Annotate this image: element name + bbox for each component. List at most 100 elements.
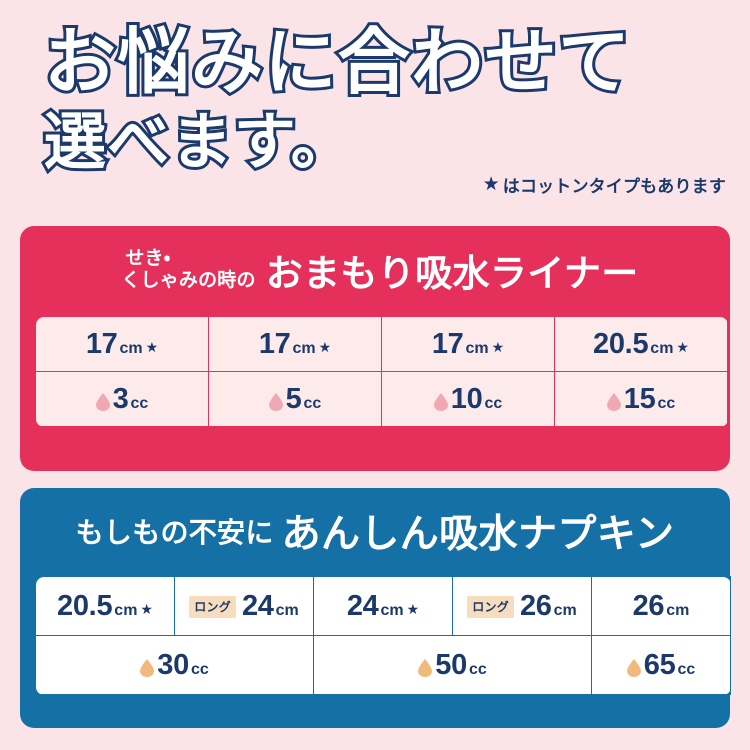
napkin-size-cell: 24 cm ★ xyxy=(313,576,453,636)
liner-size-cell: 17 cm ★ xyxy=(35,316,209,372)
size-value-group: 17 cm ★ xyxy=(259,328,331,361)
water-drop-icon xyxy=(433,392,448,411)
liner-size-cell: 17 cm ★ xyxy=(208,316,382,372)
napkin-card-heading: もしもの不安に あんしん吸水ナプキン xyxy=(20,488,730,574)
size-value-group: 20.5 cm ★ xyxy=(593,328,689,361)
capacity-unit: cc xyxy=(190,660,209,678)
capacity-number: 10 xyxy=(450,382,483,415)
capacity-number: 15 xyxy=(623,382,656,415)
page-header: お悩みに合わせて 選べます。 ★ はコットンタイプもあります xyxy=(0,0,750,212)
size-number: 17 xyxy=(431,327,464,360)
water-drop-icon xyxy=(626,658,641,677)
size-number: 20.5 xyxy=(593,327,649,360)
capacity-unit: cc xyxy=(130,394,149,412)
napkin-capacity-cell: 30 cc xyxy=(35,635,314,695)
capacity-value-group: 65 cc xyxy=(626,648,696,682)
liner-capacity-cell: 10 cc xyxy=(381,371,555,427)
capacity-unit: cc xyxy=(303,394,322,412)
napkin-size-cell: 20.5 cm ★ xyxy=(35,576,175,636)
capacity-value-group: 10 cc xyxy=(433,382,503,416)
napkin-size-row: 20.5 cm ★ ロング 24 cm 24 cm ★ xyxy=(35,576,731,636)
size-value-group: 17 cm ★ xyxy=(432,328,504,361)
size-unit: cm xyxy=(553,601,577,619)
cotton-type-note: ★ はコットンタイプもあります xyxy=(483,172,726,197)
star-icon: ★ xyxy=(318,338,332,355)
star-icon: ★ xyxy=(140,600,153,617)
size-unit: cm xyxy=(292,339,316,357)
size-unit: cm xyxy=(114,601,138,619)
capacity-number: 5 xyxy=(285,382,302,415)
napkin-size-cell: ロング 26 cm xyxy=(452,576,592,636)
napkin-heading-small: もしもの不安に xyxy=(75,517,274,548)
liner-heading-main: おまもり吸水ライナー xyxy=(265,253,639,294)
page-title-line-1: お悩みに合わせて xyxy=(41,20,633,106)
capacity-unit: cc xyxy=(484,394,503,412)
liner-spec-table: 17 cm ★ 17 cm ★ 17 cm ★ xyxy=(35,316,728,427)
size-number: 17 xyxy=(85,327,118,360)
capacity-value-group: 30 cc xyxy=(140,648,209,682)
capacity-unit: cc xyxy=(468,660,487,678)
water-drop-icon xyxy=(95,392,110,411)
liner-size-cell: 20.5 cm ★ xyxy=(554,316,728,372)
star-icon: ★ xyxy=(482,174,500,195)
star-icon: ★ xyxy=(491,338,505,355)
star-icon: ★ xyxy=(406,600,420,617)
liner-size-cell: 17 cm ★ xyxy=(381,316,555,372)
capacity-number: 3 xyxy=(112,382,129,415)
liner-heading-small-line1: せき・ xyxy=(125,248,171,269)
liner-capacity-cell: 3 cc xyxy=(35,371,209,427)
product-card-napkin: もしもの不安に あんしん吸水ナプキン 20.5 cm ★ ロング 24 cm xyxy=(20,488,731,728)
water-drop-icon xyxy=(606,392,621,411)
napkin-capacity-cell: 65 cc xyxy=(591,635,731,695)
size-value-group: 20.5 cm ★ xyxy=(57,590,153,623)
page-title-line-2: 選べます。 xyxy=(41,105,356,180)
capacity-value-group: 15 cc xyxy=(606,382,676,416)
water-drop-icon xyxy=(140,658,155,677)
napkin-size-cell: ロング 24 cm xyxy=(174,576,314,636)
cotton-type-note-text: はコットンタイプもあります xyxy=(502,177,726,196)
size-value-group: ロング 26 cm xyxy=(467,590,577,623)
capacity-unit: cc xyxy=(657,394,676,412)
size-number: 24 xyxy=(346,589,379,622)
long-badge: ロング xyxy=(189,595,236,618)
size-number: 17 xyxy=(258,327,291,360)
size-number: 24 xyxy=(241,589,274,622)
liner-capacity-row: 3 cc 5 cc 10 cc xyxy=(35,371,728,427)
capacity-number: 50 xyxy=(435,648,467,681)
napkin-size-cell: 26 cm xyxy=(591,576,731,636)
water-drop-icon xyxy=(418,658,433,677)
capacity-number: 30 xyxy=(157,648,189,681)
size-number: 26 xyxy=(519,589,552,622)
size-unit: cm xyxy=(650,339,674,357)
size-unit: cm xyxy=(275,601,299,619)
capacity-unit: cc xyxy=(677,660,696,678)
liner-capacity-cell: 5 cc xyxy=(208,371,382,427)
size-value-group: ロング 24 cm xyxy=(189,590,299,623)
size-value-group: 26 cm xyxy=(633,590,690,623)
liner-size-row: 17 cm ★ 17 cm ★ 17 cm ★ xyxy=(35,316,728,372)
size-number: 26 xyxy=(632,589,665,622)
liner-heading-small: せき・ くしゃみの時の xyxy=(121,248,255,292)
napkin-capacity-row: 30 cc 50 cc 65 c xyxy=(35,635,731,695)
napkin-heading-main: あんしん吸水ナプキン xyxy=(281,513,675,556)
capacity-value-group: 3 cc xyxy=(95,382,149,416)
capacity-value-group: 5 cc xyxy=(268,382,322,416)
napkin-spec-table: 20.5 cm ★ ロング 24 cm 24 cm ★ xyxy=(35,576,731,695)
water-drop-icon xyxy=(268,392,283,411)
size-unit: cm xyxy=(380,601,404,619)
long-badge: ロング xyxy=(467,595,514,618)
capacity-value-group: 50 cc xyxy=(418,648,487,682)
star-icon: ★ xyxy=(145,338,159,355)
liner-card-heading: せき・ くしゃみの時の おまもり吸水ライナー xyxy=(20,226,730,314)
liner-capacity-cell: 15 cc xyxy=(554,371,728,427)
napkin-capacity-cell: 50 cc xyxy=(313,635,592,695)
capacity-number: 65 xyxy=(643,648,676,681)
product-card-liner: せき・ くしゃみの時の おまもり吸水ライナー 17 cm ★ 17 cm ★ xyxy=(20,226,730,471)
size-value-group: 24 cm ★ xyxy=(347,590,419,623)
size-unit: cm xyxy=(666,601,690,619)
size-number: 20.5 xyxy=(57,589,113,622)
star-icon: ★ xyxy=(676,338,689,355)
liner-heading-small-line2: くしゃみの時の xyxy=(121,270,256,291)
size-unit: cm xyxy=(465,339,489,357)
size-value-group: 17 cm ★ xyxy=(86,328,158,361)
